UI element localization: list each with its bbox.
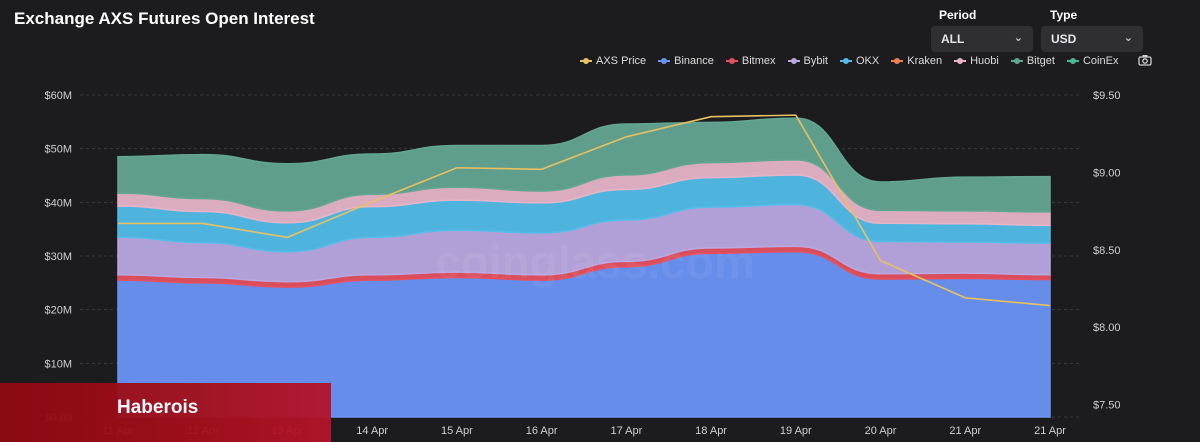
y-right-tick-label: $8.00 [1093, 322, 1121, 334]
period-select[interactable]: ALL ⌄ [931, 26, 1033, 52]
y-left-tick-label: $20M [44, 305, 72, 317]
price-line [118, 114, 1051, 307]
legend-item-coinex[interactable]: CoinEx [1066, 55, 1119, 67]
legend-label: AXS Price [596, 55, 647, 67]
y-right-tick-label: $7.50 [1093, 400, 1121, 412]
type-label: Type [1050, 8, 1078, 22]
legend-item-kraken[interactable]: Kraken [891, 55, 942, 67]
legend-item-binance[interactable]: Binance [658, 55, 714, 67]
page-title: Exchange AXS Futures Open Interest [14, 9, 315, 28]
type-value: USD [1051, 32, 1077, 46]
y-left-tick-label: $50M [44, 144, 72, 156]
legend-label: Bybit [803, 55, 828, 67]
legend-label: Bitmex [741, 55, 776, 67]
y-right-tick-label: $8.50 [1093, 245, 1121, 257]
y-right-tick-label: $9.50 [1093, 90, 1121, 102]
legend-label: Kraken [907, 55, 943, 67]
legend-item-bitmex[interactable]: Bitmex [725, 55, 776, 67]
legend-label: CoinEx [1082, 55, 1119, 67]
watermark: coinglass.com [435, 236, 755, 288]
legend-item-bitget[interactable]: Bitget [1010, 55, 1055, 67]
stacked-areas [117, 117, 1051, 418]
legend-swatch [840, 57, 852, 65]
legend-swatch [725, 57, 738, 65]
axs-price-line [118, 114, 1051, 307]
x-tick-label: 20 Apr [865, 425, 897, 437]
x-tick-label: 21 Apr [949, 425, 981, 437]
y-left-tick-label: $30M [44, 251, 72, 263]
brand-text: Haberois [117, 397, 199, 418]
camera-icon[interactable] [1138, 54, 1152, 66]
y-left-tick-label: $60M [44, 90, 72, 102]
area-bitget [117, 117, 1051, 213]
legend-swatch [787, 57, 800, 65]
legend-item-huobi[interactable]: Huobi [954, 55, 999, 67]
y-axis-right: $7.50 $8.00 $8.50 $9.00 $9.50 [1093, 90, 1121, 412]
x-tick-label: 18 Apr [695, 425, 727, 437]
legend-item-axs-price[interactable]: AXS Price [580, 55, 646, 67]
legend-swatch [658, 57, 671, 65]
chevron-down-icon: ⌄ [1013, 32, 1023, 44]
x-tick-label: 19 Apr [780, 425, 812, 437]
legend-swatch [891, 57, 904, 65]
legend-swatch [954, 57, 967, 65]
x-tick-label: 15 Apr [441, 425, 473, 437]
legend-label: Huobi [970, 55, 999, 67]
y-left-tick-label: $40M [44, 197, 72, 209]
y-axis-left: $0.00$10M$20M$30M$40M$50M$60M [44, 90, 72, 424]
y-right-tick-label: $9.00 [1093, 167, 1121, 179]
y-left-tick-label: $10M [44, 358, 72, 370]
legend-label: Binance [674, 55, 714, 67]
legend-label: OKX [856, 55, 880, 67]
x-tick-label: 17 Apr [610, 425, 642, 437]
chevron-down-icon: ⌄ [1123, 32, 1133, 44]
type-select[interactable]: USD ⌄ [1041, 26, 1143, 52]
legend-swatch [1066, 57, 1079, 65]
legend-item-bybit[interactable]: Bybit [787, 55, 828, 67]
x-tick-label: 14 Apr [356, 425, 388, 437]
chart-legend: AXS Price Binance Bitmex Bybit OKX Kraken Huob… [580, 55, 1118, 67]
x-tick-label: 16 Apr [526, 425, 558, 437]
legend-label: Bitget [1026, 55, 1055, 67]
period-value: ALL [941, 32, 965, 46]
legend-item-okx[interactable]: OKX [840, 55, 879, 67]
legend-swatch [1010, 57, 1023, 65]
brand-overlay: Haberois [0, 383, 331, 442]
x-tick-label: 21 Apr [1034, 425, 1066, 437]
period-label: Period [939, 8, 977, 22]
legend-swatch [580, 57, 592, 65]
